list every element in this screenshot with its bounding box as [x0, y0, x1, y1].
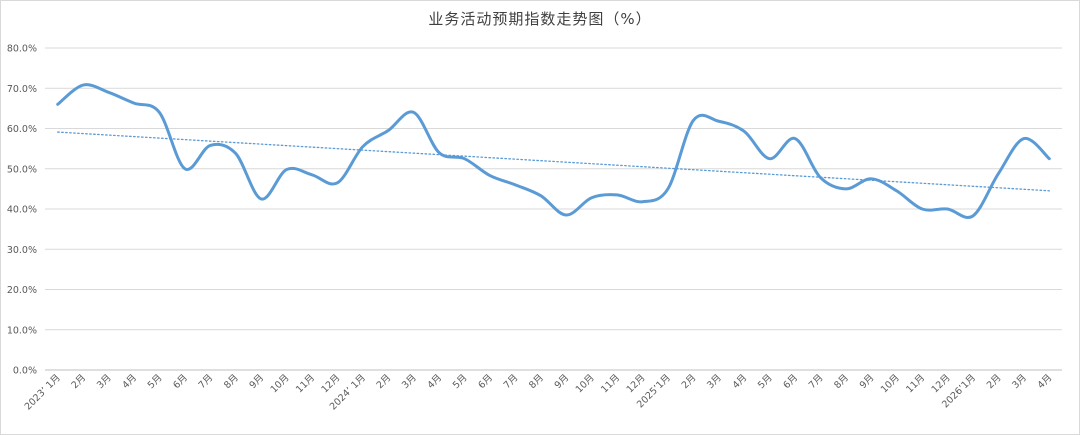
- x-tick-label: 4月: [1036, 372, 1055, 391]
- y-tick-label: 50.0%: [7, 164, 37, 175]
- x-tick-label: 3月: [95, 372, 114, 391]
- x-tick-label: 5月: [146, 372, 165, 391]
- x-tick-label: 3月: [400, 372, 419, 391]
- x-tick-label: 7月: [197, 372, 216, 391]
- x-tick-label: 10月: [574, 372, 597, 395]
- x-tick-label: 9月: [858, 372, 877, 391]
- x-tick-label: 11月: [294, 372, 317, 395]
- x-tick-label: 8月: [527, 372, 546, 391]
- x-tick-label: 12月: [930, 372, 953, 395]
- x-tick-label: 6月: [476, 372, 495, 391]
- y-tick-label: 60.0%: [7, 124, 37, 135]
- series-lines: [56, 83, 1051, 219]
- x-tick-label: 6月: [781, 372, 800, 391]
- x-tick-label: 3月: [1010, 372, 1029, 391]
- x-tick-label: 11月: [599, 372, 622, 395]
- x-tick-label: 10月: [269, 372, 292, 395]
- gridlines: [45, 47, 1062, 371]
- x-tick-label: 7月: [807, 372, 826, 391]
- x-tick-label: 2月: [69, 372, 88, 391]
- y-axis-ticks: 0.0% 10.0% 20.0% 30.0% 40.0% 50.0% 60.0% 70.0% 8…: [7, 44, 37, 377]
- x-tick-label: 5月: [451, 372, 470, 391]
- x-tick-label: 4月: [425, 372, 444, 391]
- trendline: [57, 131, 1050, 192]
- x-tick-label: 5月: [756, 372, 775, 391]
- chart-title: 业务活动预期指数走势图（%）: [428, 10, 652, 28]
- x-tick-label: 11月: [904, 372, 927, 395]
- x-tick-label: 8月: [832, 372, 851, 391]
- x-tick-label: 8月: [222, 372, 241, 391]
- y-tick-label: 70.0%: [7, 84, 37, 95]
- y-tick-label: 40.0%: [7, 205, 37, 216]
- x-tick-label: 9月: [553, 372, 572, 391]
- y-tick-label: 0.0%: [13, 366, 37, 377]
- y-tick-label: 80.0%: [7, 44, 37, 55]
- y-tick-label: 10.0%: [7, 325, 37, 336]
- x-tick-label: 3月: [705, 372, 724, 391]
- x-tick-label: 7月: [502, 372, 521, 391]
- x-tick-label: 2月: [680, 372, 699, 391]
- x-tick-label: 4月: [731, 372, 750, 391]
- x-tick-label: 9月: [247, 372, 266, 391]
- x-tick-label: 2月: [375, 372, 394, 391]
- x-tick-label: 12月: [625, 372, 648, 395]
- series-line: [56, 83, 1051, 219]
- x-tick-label: 4月: [120, 372, 139, 391]
- y-tick-label: 20.0%: [7, 285, 37, 296]
- trendline-line: [57, 131, 1050, 192]
- y-tick-label: 30.0%: [7, 245, 37, 256]
- x-tick-label: 12月: [319, 372, 342, 395]
- x-tick-label: 2023’ 1月: [23, 372, 63, 412]
- x-tick-label: 10月: [879, 372, 902, 395]
- x-tick-label: 6月: [171, 372, 190, 391]
- x-tick-label: 2月: [985, 372, 1004, 391]
